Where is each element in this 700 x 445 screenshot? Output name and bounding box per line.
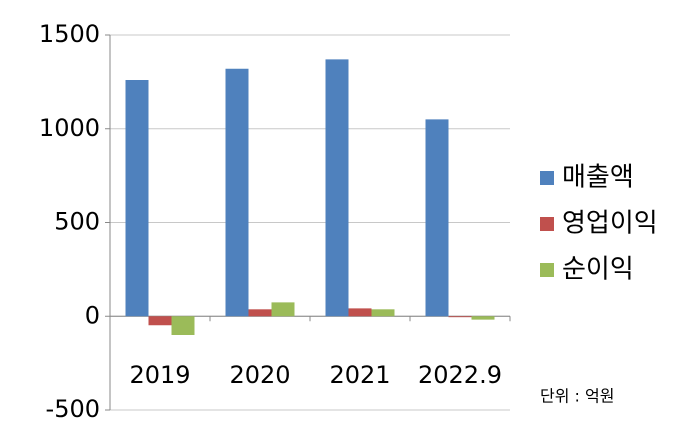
bar — [325, 59, 349, 317]
bar — [371, 309, 395, 317]
bar — [171, 316, 195, 335]
legend-swatch — [540, 171, 554, 185]
bar — [348, 308, 372, 317]
bar — [248, 309, 272, 317]
bar — [448, 316, 472, 318]
legend-swatch — [540, 263, 554, 277]
y-tick-label: 1500 — [39, 20, 100, 48]
legend-label: 매출액 — [562, 163, 634, 193]
bar — [148, 316, 172, 326]
legend-label: 순이익 — [562, 255, 634, 285]
bar — [425, 119, 449, 317]
y-tick-label: -500 — [46, 395, 100, 423]
x-tick-label: 2022.9 — [418, 361, 502, 389]
x-tick-label: 2019 — [129, 361, 190, 389]
bar — [471, 316, 495, 320]
legend-label: 영업이익 — [562, 209, 658, 239]
bar — [271, 302, 295, 317]
x-tick-label: 2020 — [229, 361, 290, 389]
bar — [125, 80, 149, 317]
legend-swatch — [540, 217, 554, 231]
y-tick-label: 500 — [54, 208, 100, 236]
bar — [225, 68, 249, 317]
y-tick-label: 1000 — [39, 114, 100, 142]
x-tick-label: 2021 — [329, 361, 390, 389]
y-tick-label: 0 — [85, 301, 100, 329]
annotation: 단위 : 억원 — [540, 387, 614, 406]
